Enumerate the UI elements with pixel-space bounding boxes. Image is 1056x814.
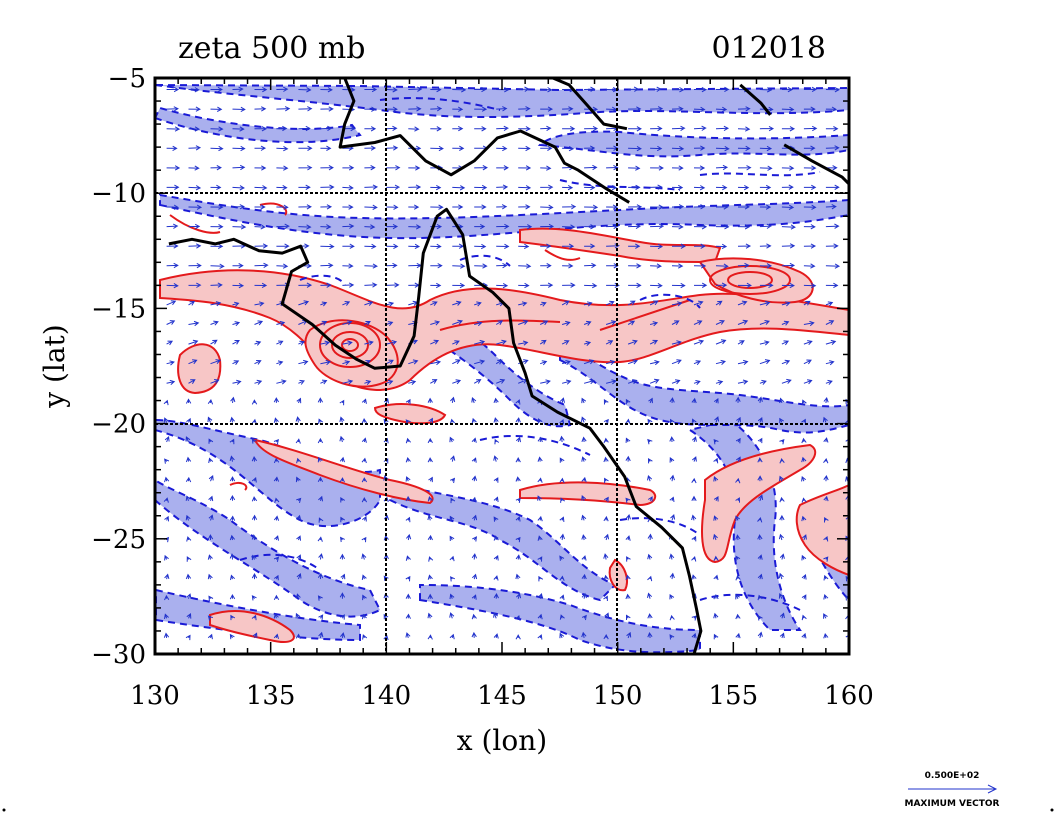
coastline [168, 78, 849, 654]
x-tick-label: 130 [130, 681, 180, 711]
corner-mark-bottom-left [2, 808, 6, 812]
x-tick-label: 135 [246, 681, 296, 711]
x-axis-ticks: 130 135 140 145 150 155 160 [130, 681, 874, 711]
x-tick-label: 155 [709, 681, 759, 711]
y-tick-label: −10 [91, 179, 146, 209]
y-axis-label: y (lat) [38, 324, 71, 408]
y-tick-label: −30 [91, 640, 146, 670]
x-tick-label: 160 [824, 681, 874, 711]
vector-legend-arrowhead [987, 784, 998, 794]
negative-contours [239, 97, 821, 611]
x-tick-label: 140 [362, 681, 412, 711]
corner-mark-bottom-right [1050, 808, 1054, 812]
y-tick-label: −20 [91, 410, 146, 440]
x-tick-label: 145 [477, 681, 527, 711]
coastline-new-britain [739, 83, 772, 116]
coastline-nguinea [338, 78, 630, 204]
coastline-cape-york [168, 207, 703, 654]
coastline-nguinea-north [552, 78, 628, 131]
y-tick-label: −15 [91, 294, 146, 324]
y-tick-label: −25 [91, 525, 146, 555]
vector-legend-value: 0.500E+02 [925, 771, 980, 781]
y-axis-ticks: −5 −10 −15 −20 −25 −30 [91, 64, 146, 670]
x-axis-label: x (lon) [457, 724, 547, 757]
map-date-label: 012018 [711, 31, 826, 66]
minor-ticks [154, 77, 850, 655]
y-tick-label: −5 [108, 64, 146, 94]
wind-vectors [163, 86, 849, 641]
x-tick-label: 150 [593, 681, 643, 711]
vector-legend-caption: MAXIMUM VECTOR [904, 799, 999, 809]
coastline-solomon [783, 143, 849, 186]
map-title: zeta 500 mb [178, 31, 366, 66]
vector-legend: 0.500E+02 MAXIMUM VECTOR [904, 771, 999, 809]
